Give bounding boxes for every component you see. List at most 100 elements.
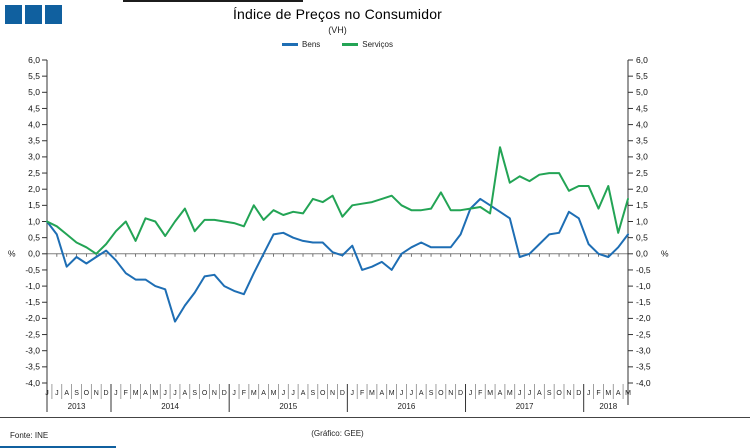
svg-text:M: M bbox=[369, 390, 375, 397]
svg-text:J: J bbox=[232, 390, 236, 397]
svg-text:F: F bbox=[360, 390, 364, 397]
svg-text:F: F bbox=[596, 390, 600, 397]
svg-text:D: D bbox=[104, 390, 109, 397]
svg-text:-4,0: -4,0 bbox=[25, 378, 40, 388]
svg-text:2014: 2014 bbox=[161, 402, 179, 411]
svg-text:D: D bbox=[458, 390, 463, 397]
svg-text:N: N bbox=[94, 390, 99, 397]
svg-text:A: A bbox=[419, 390, 424, 397]
svg-text:J: J bbox=[351, 390, 355, 397]
svg-text:J: J bbox=[291, 390, 295, 397]
svg-text:-3,5: -3,5 bbox=[636, 362, 651, 372]
svg-text:J: J bbox=[282, 390, 286, 397]
svg-text:N: N bbox=[566, 390, 571, 397]
svg-text:S: S bbox=[192, 390, 197, 397]
svg-text:A: A bbox=[261, 390, 266, 397]
svg-text:J: J bbox=[55, 390, 59, 397]
svg-text:%: % bbox=[8, 249, 16, 259]
svg-text:A: A bbox=[498, 390, 503, 397]
chart-subtitle: (VH) bbox=[328, 25, 347, 35]
svg-text:1,0: 1,0 bbox=[636, 216, 648, 226]
svg-text:J: J bbox=[587, 390, 591, 397]
svg-text:-4,0: -4,0 bbox=[636, 378, 651, 388]
svg-text:A: A bbox=[379, 390, 384, 397]
svg-text:-3,5: -3,5 bbox=[25, 362, 40, 372]
series-bens-line bbox=[46, 197, 629, 323]
svg-text:-3,0: -3,0 bbox=[25, 346, 40, 356]
legend-label: Bens bbox=[302, 40, 321, 49]
svg-text:3,5: 3,5 bbox=[636, 136, 648, 146]
svg-text:0,5: 0,5 bbox=[636, 232, 648, 242]
svg-text:2013: 2013 bbox=[68, 402, 86, 411]
svg-text:M: M bbox=[487, 390, 493, 397]
svg-text:3,5: 3,5 bbox=[28, 136, 40, 146]
svg-text:5,5: 5,5 bbox=[636, 71, 648, 81]
svg-text:D: D bbox=[576, 390, 581, 397]
svg-text:4,5: 4,5 bbox=[28, 103, 40, 113]
credit-note: (Gráfico: GEE) bbox=[311, 429, 364, 438]
svg-text:2,0: 2,0 bbox=[636, 184, 648, 194]
svg-text:5,0: 5,0 bbox=[28, 87, 40, 97]
svg-text:M: M bbox=[605, 390, 611, 397]
svg-text:-2,5: -2,5 bbox=[636, 329, 651, 339]
svg-text:-2,0: -2,0 bbox=[636, 313, 651, 323]
bens-line-marker-icon bbox=[282, 43, 299, 46]
footer-divider bbox=[0, 417, 750, 418]
chart-legend: Bens Serviços bbox=[0, 40, 675, 49]
svg-text:S: S bbox=[429, 390, 434, 397]
svg-text:S: S bbox=[547, 390, 552, 397]
logo-square-icon bbox=[5, 5, 22, 24]
svg-text:%: % bbox=[661, 249, 669, 259]
svg-text:4,5: 4,5 bbox=[636, 103, 648, 113]
svg-text:A: A bbox=[183, 390, 188, 397]
legend-label: Serviços bbox=[362, 40, 393, 49]
svg-text:0,0: 0,0 bbox=[28, 249, 40, 259]
svg-text:O: O bbox=[84, 390, 90, 397]
svg-text:O: O bbox=[202, 390, 208, 397]
legend-item-servicos: Serviços bbox=[342, 40, 393, 49]
svg-text:O: O bbox=[320, 390, 326, 397]
svg-text:S: S bbox=[311, 390, 316, 397]
svg-text:1,5: 1,5 bbox=[28, 200, 40, 210]
svg-text:M: M bbox=[152, 390, 158, 397]
svg-text:-1,5: -1,5 bbox=[636, 297, 651, 307]
source-note: Fonte: INE bbox=[10, 431, 49, 440]
x-axis-year-labels: 2013 2014 2015 2016 2017 2018 bbox=[68, 402, 618, 411]
top-border-line bbox=[123, 0, 303, 2]
svg-text:4,0: 4,0 bbox=[636, 119, 648, 129]
svg-text:F: F bbox=[124, 390, 128, 397]
svg-text:-1,5: -1,5 bbox=[25, 297, 40, 307]
svg-text:F: F bbox=[478, 390, 482, 397]
svg-text:J: J bbox=[163, 390, 167, 397]
svg-text:D: D bbox=[222, 390, 227, 397]
page-title: Índice de Preços no Consumidor bbox=[232, 6, 443, 22]
svg-text:A: A bbox=[616, 390, 621, 397]
svg-text:5,5: 5,5 bbox=[28, 71, 40, 81]
svg-text:6,0: 6,0 bbox=[636, 55, 648, 65]
svg-text:-2,0: -2,0 bbox=[25, 313, 40, 323]
svg-text:1,0: 1,0 bbox=[28, 216, 40, 226]
logo-blocks bbox=[5, 5, 62, 24]
svg-text:5,0: 5,0 bbox=[636, 87, 648, 97]
svg-text:-1,0: -1,0 bbox=[25, 281, 40, 291]
svg-text:1,5: 1,5 bbox=[636, 200, 648, 210]
svg-text:M: M bbox=[133, 390, 139, 397]
svg-text:A: A bbox=[301, 390, 306, 397]
servicos-line-marker-icon bbox=[342, 43, 359, 46]
svg-text:J: J bbox=[528, 390, 532, 397]
logo-square-icon bbox=[25, 5, 42, 24]
svg-text:2,0: 2,0 bbox=[28, 184, 40, 194]
axes bbox=[42, 59, 633, 412]
svg-text:O: O bbox=[438, 390, 444, 397]
svg-text:M: M bbox=[271, 390, 277, 397]
svg-text:-1,0: -1,0 bbox=[636, 281, 651, 291]
svg-text:2,5: 2,5 bbox=[636, 168, 648, 178]
svg-text:2015: 2015 bbox=[279, 402, 297, 411]
svg-text:M: M bbox=[507, 390, 513, 397]
svg-text:J: J bbox=[469, 390, 473, 397]
bottom-accent-bar bbox=[0, 446, 116, 448]
legend-item-bens: Bens bbox=[282, 40, 320, 49]
logo-square-icon bbox=[45, 5, 62, 24]
y-axis-right-labels: -4,0 -3,5 -3,0 -2,5 -2,0 -1,5 -1,0 -0,5 0,0 0,5 1,… bbox=[636, 55, 669, 388]
